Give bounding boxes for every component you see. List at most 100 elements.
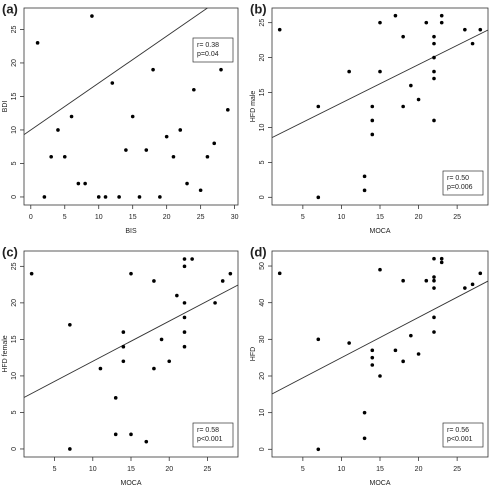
point	[56, 128, 60, 132]
y-axis-label: HFD	[250, 347, 257, 361]
panel-label: (d)	[250, 244, 267, 259]
point	[152, 279, 156, 283]
point	[401, 34, 405, 39]
y-tick-label: 15	[11, 92, 18, 100]
point	[409, 83, 413, 88]
y-tick-label: 10	[259, 123, 266, 131]
point	[130, 114, 135, 119]
stats-box	[192, 37, 234, 63]
panel: (c) 5 10 15 20 25 0 5 10 15 20 25 MOCA HFD female r= 0…	[2, 244, 239, 486]
x-tick-label: 15	[127, 466, 135, 473]
point	[113, 432, 118, 437]
y-tick-label: 5	[259, 160, 266, 164]
point	[432, 330, 436, 334]
point	[370, 118, 375, 123]
point	[62, 154, 67, 159]
y-tick-label: 10	[11, 126, 18, 134]
point	[432, 315, 436, 320]
point	[470, 282, 475, 287]
y-tick-label: 25	[11, 262, 18, 270]
point	[393, 348, 398, 353]
point	[432, 34, 436, 39]
point	[424, 278, 429, 283]
x-tick-label: 20	[163, 214, 171, 221]
point	[182, 330, 187, 334]
stats-box	[442, 422, 484, 448]
point	[432, 275, 436, 279]
point	[83, 181, 87, 186]
x-tick-label: 5	[301, 214, 305, 221]
y-tick-label: 50	[259, 262, 266, 270]
point	[416, 352, 421, 356]
point	[121, 330, 126, 334]
y-tick-label: 25	[259, 19, 266, 27]
stats-text: p<0.001	[197, 436, 223, 443]
point	[192, 87, 196, 92]
point	[432, 256, 436, 261]
x-tick-label: 10	[338, 466, 346, 473]
point	[409, 333, 413, 338]
x-tick-label: 30	[231, 214, 239, 221]
panel: (d) 5 10 15 20 25 0 10 20 30 40 50 MOCA HFD r= 0.56 p<0…	[250, 244, 489, 486]
x-tick-label: 25	[453, 466, 461, 473]
point	[182, 257, 187, 261]
y-tick-label: 20	[11, 59, 18, 67]
x-tick-label: 25	[204, 466, 212, 473]
point	[137, 195, 142, 199]
point	[219, 67, 223, 72]
point	[478, 27, 483, 32]
y-tick-label: 0	[259, 447, 266, 451]
point	[432, 41, 436, 46]
point	[220, 279, 225, 283]
point	[378, 267, 382, 272]
y-tick-label: 15	[11, 335, 18, 343]
point	[68, 447, 72, 451]
x-tick-label: 20	[415, 214, 423, 221]
y-tick-label: 20	[11, 299, 18, 307]
point	[213, 301, 217, 305]
y-tick-label: 20	[259, 372, 266, 380]
x-tick-label: 25	[197, 214, 205, 221]
x-axis-label: MOCA	[121, 480, 142, 486]
stats-text: r= 0.58	[197, 427, 219, 434]
panel-label: (a)	[2, 1, 18, 16]
fit-line	[24, 8, 209, 136]
point	[124, 148, 128, 152]
point	[35, 41, 40, 45]
point	[98, 366, 103, 371]
point	[347, 69, 351, 74]
x-tick-label: 15	[376, 214, 384, 221]
point	[42, 195, 47, 199]
point	[175, 293, 179, 298]
point	[432, 278, 436, 283]
point	[129, 271, 133, 276]
x-tick-label: 20	[415, 466, 423, 473]
point	[117, 195, 121, 199]
point	[432, 69, 436, 74]
x-tick-label: 5	[301, 466, 305, 473]
point	[362, 436, 367, 441]
y-tick-label: 0	[11, 447, 18, 451]
point	[182, 344, 187, 349]
point	[416, 97, 421, 102]
y-tick-label: 0	[11, 195, 18, 199]
x-axis-label: MOCA	[370, 228, 391, 235]
point	[277, 271, 282, 276]
point	[212, 141, 217, 146]
point	[424, 20, 429, 25]
y-tick-label: 30	[259, 335, 266, 343]
point	[277, 27, 282, 32]
y-tick-label: 5	[11, 161, 18, 165]
stats-text: p=0.04	[197, 51, 219, 58]
x-tick-label: 10	[95, 214, 103, 221]
point	[439, 256, 444, 261]
point	[182, 264, 187, 269]
point	[463, 27, 467, 32]
point	[432, 118, 436, 123]
point	[90, 14, 94, 18]
x-tick-label: 25	[453, 214, 461, 221]
point	[432, 55, 436, 60]
point	[164, 134, 169, 139]
point	[182, 315, 187, 320]
y-tick-label: 5	[11, 410, 18, 414]
